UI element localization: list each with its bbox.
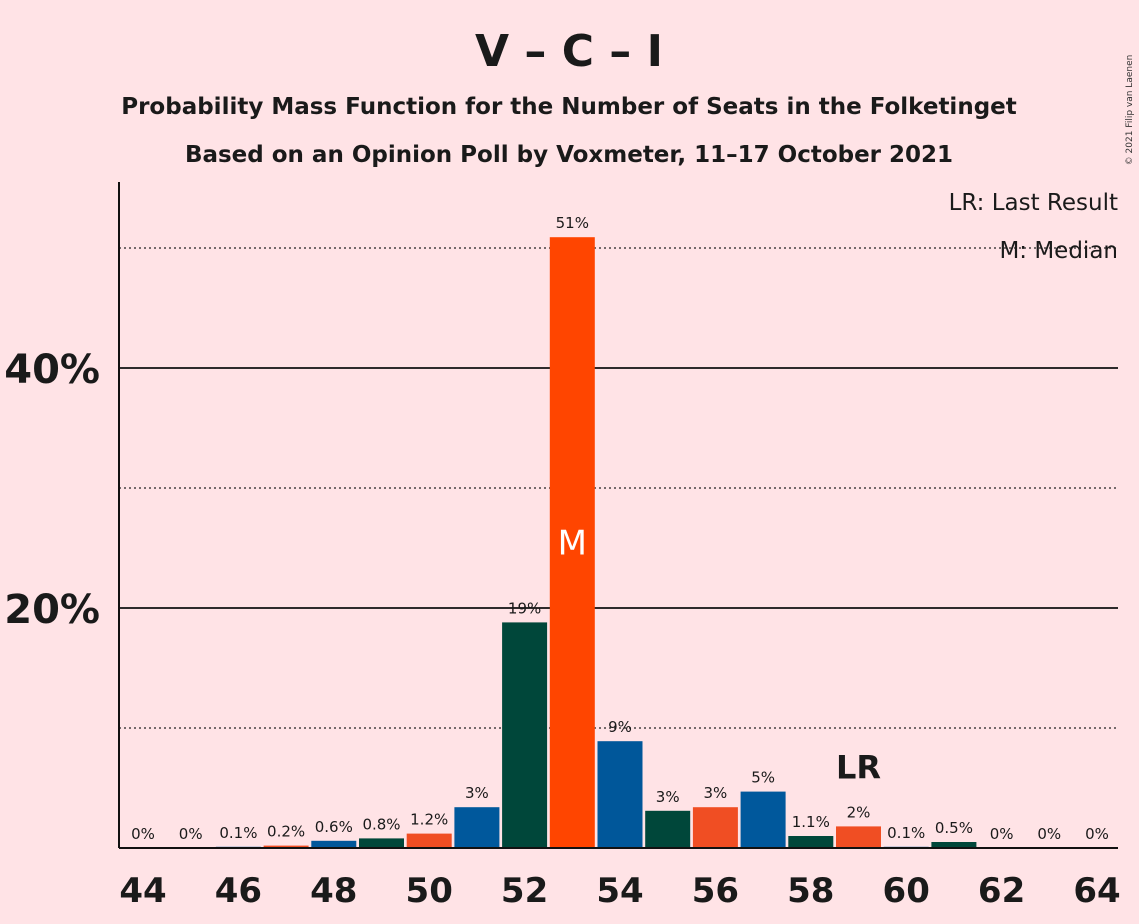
- chart-subtitle: Probability Mass Function for the Number…: [121, 94, 1017, 120]
- x-tick-label-48: 48: [310, 871, 357, 911]
- bar-seat-55: [645, 810, 691, 848]
- bar-label-seat-46: 0.1%: [219, 824, 257, 842]
- bar-label-seat-50: 1.2%: [410, 811, 448, 829]
- chart-subtitle-2: Based on an Opinion Poll by Voxmeter, 11…: [185, 142, 953, 168]
- bar-label-seat-56: 3%: [704, 784, 728, 802]
- bar-label-seat-57: 5%: [751, 769, 775, 787]
- bar-label-seat-54: 9%: [608, 718, 632, 736]
- copyright-text: © 2021 Filip van Laenen: [1125, 55, 1135, 166]
- bar-label-seat-44: 0%: [131, 825, 155, 843]
- bar-seat-52: [502, 622, 548, 848]
- x-tick-label-62: 62: [978, 871, 1025, 911]
- bar-label-seat-48: 0.6%: [315, 818, 353, 836]
- median-marker: M: [558, 524, 587, 564]
- x-tick-label-60: 60: [883, 871, 930, 911]
- bar-seat-49: [359, 838, 404, 848]
- x-tick-label-54: 54: [596, 871, 643, 911]
- x-tick-label-52: 52: [501, 871, 548, 911]
- bar-label-seat-47: 0.2%: [267, 823, 305, 841]
- y-tick-label-40: 40%: [4, 347, 100, 393]
- bar-label-seat-49: 0.8%: [362, 815, 400, 833]
- bar-seat-48: [311, 840, 357, 848]
- bar-label-seat-53: 51%: [556, 214, 589, 232]
- bar-label-seat-61: 0.5%: [935, 819, 973, 837]
- bar-label-seat-52: 19%: [508, 599, 541, 617]
- bar-seat-51: [454, 807, 500, 848]
- chart-title: V – C – I: [475, 26, 663, 77]
- bar-seat-58: [788, 836, 834, 848]
- bar-seat-50: [406, 833, 452, 848]
- bar-seat-53: [549, 237, 595, 848]
- bar-label-seat-63: 0%: [1037, 825, 1061, 843]
- last-result-marker: LR: [836, 748, 881, 786]
- x-tick-label-64: 64: [1073, 871, 1120, 911]
- bar-label-seat-45: 0%: [179, 825, 203, 843]
- bar-seat-47: [263, 845, 309, 848]
- bar-label-seat-62: 0%: [990, 825, 1014, 843]
- x-tick-label-56: 56: [692, 871, 739, 911]
- bar-seat-59: [836, 826, 881, 848]
- bar-seat-57: [740, 791, 786, 848]
- bar-seat-54: [597, 741, 643, 848]
- bar-seat-56: [692, 807, 738, 848]
- legend-last-result: LR: Last Result: [949, 190, 1118, 216]
- bar-label-seat-55: 3%: [656, 788, 680, 806]
- x-tick-label-58: 58: [787, 871, 834, 911]
- bar-label-seat-59: 2%: [847, 803, 871, 821]
- legend-median: M: Median: [999, 238, 1118, 264]
- bar-label-seat-64: 0%: [1085, 825, 1109, 843]
- y-tick-label-20: 20%: [4, 587, 100, 633]
- bar-seat-61: [931, 842, 977, 848]
- x-tick-label-44: 44: [119, 871, 166, 911]
- bar-label-seat-60: 0.1%: [887, 824, 925, 842]
- bar-label-seat-58: 1.1%: [792, 813, 830, 831]
- x-tick-label-46: 46: [215, 871, 262, 911]
- x-tick-label-50: 50: [406, 871, 453, 911]
- bar-label-seat-51: 3%: [465, 784, 489, 802]
